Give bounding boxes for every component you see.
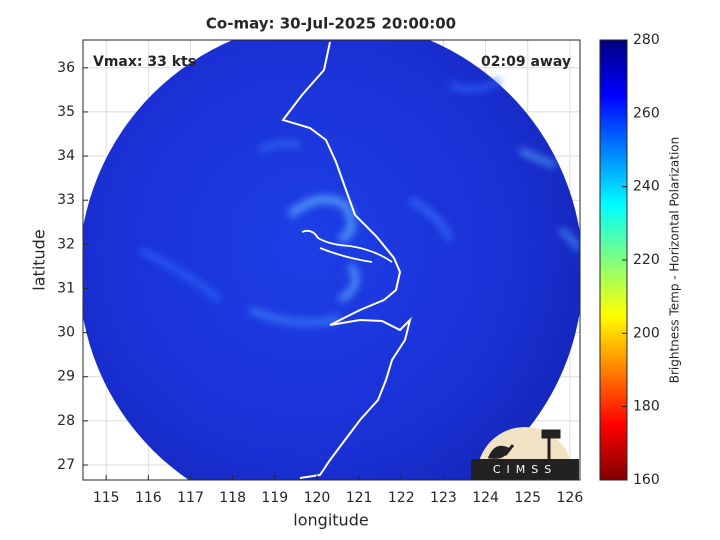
x-tick-label: 125: [514, 490, 541, 506]
x-tick-label: 121: [346, 490, 373, 506]
chart-title: Co-may: 30-Jul-2025 20:00:00: [206, 15, 456, 33]
x-tick-label: 115: [93, 490, 120, 506]
colorbar-label: Brightness Temp - Horizontal Polarizatio…: [668, 137, 682, 384]
x-axis-label: longitude: [293, 511, 368, 530]
x-tick-label: 119: [261, 490, 288, 506]
colorbar-tick-label: 240: [633, 179, 660, 195]
colorbar-tick-label: 220: [633, 252, 660, 268]
y-tick-label: 28: [57, 413, 75, 429]
y-tick-label: 31: [57, 280, 75, 296]
coastline: [281, 41, 412, 479]
plot-frame: [82, 39, 581, 481]
logo-text: CIMSS: [493, 463, 557, 476]
y-tick-label: 30: [57, 325, 75, 341]
image: CIMSS: [83, 40, 580, 480]
colorbar-tick-label: 180: [633, 399, 660, 415]
x-tick-label: 123: [430, 490, 457, 506]
colorbar-tick-label: 280: [633, 32, 660, 48]
colorbar-tick-label: 200: [633, 325, 660, 341]
y-tick-label: 35: [57, 104, 75, 120]
y-tick-label: 29: [57, 369, 75, 385]
x-tick-label: 124: [472, 490, 499, 506]
annotation: 02:09 away: [481, 54, 571, 70]
x-tick-label: 120: [304, 490, 331, 506]
colorbar-tick-label: 160: [633, 472, 660, 488]
annotation: Vmax: 33 kts: [93, 54, 196, 70]
y-tick-label: 34: [57, 148, 75, 164]
estuary: [301, 229, 393, 263]
cloud-bands: [138, 77, 580, 326]
colorbar-tick-label: 260: [633, 105, 660, 121]
y-tick-label: 33: [57, 192, 75, 208]
logo: CIMSS: [471, 427, 579, 480]
x-tick-label: 116: [135, 490, 162, 506]
y-tick-label: 32: [57, 236, 75, 252]
y-axis-label: latitude: [30, 229, 49, 290]
x-tick-label: 126: [557, 490, 584, 506]
x-tick-label: 122: [388, 490, 415, 506]
x-tick-label: 118: [219, 490, 246, 506]
x-tick-label: 117: [177, 490, 204, 506]
swath-disk: [83, 40, 580, 480]
y-tick-label: 27: [57, 457, 75, 473]
y-tick-label: 36: [57, 60, 75, 76]
